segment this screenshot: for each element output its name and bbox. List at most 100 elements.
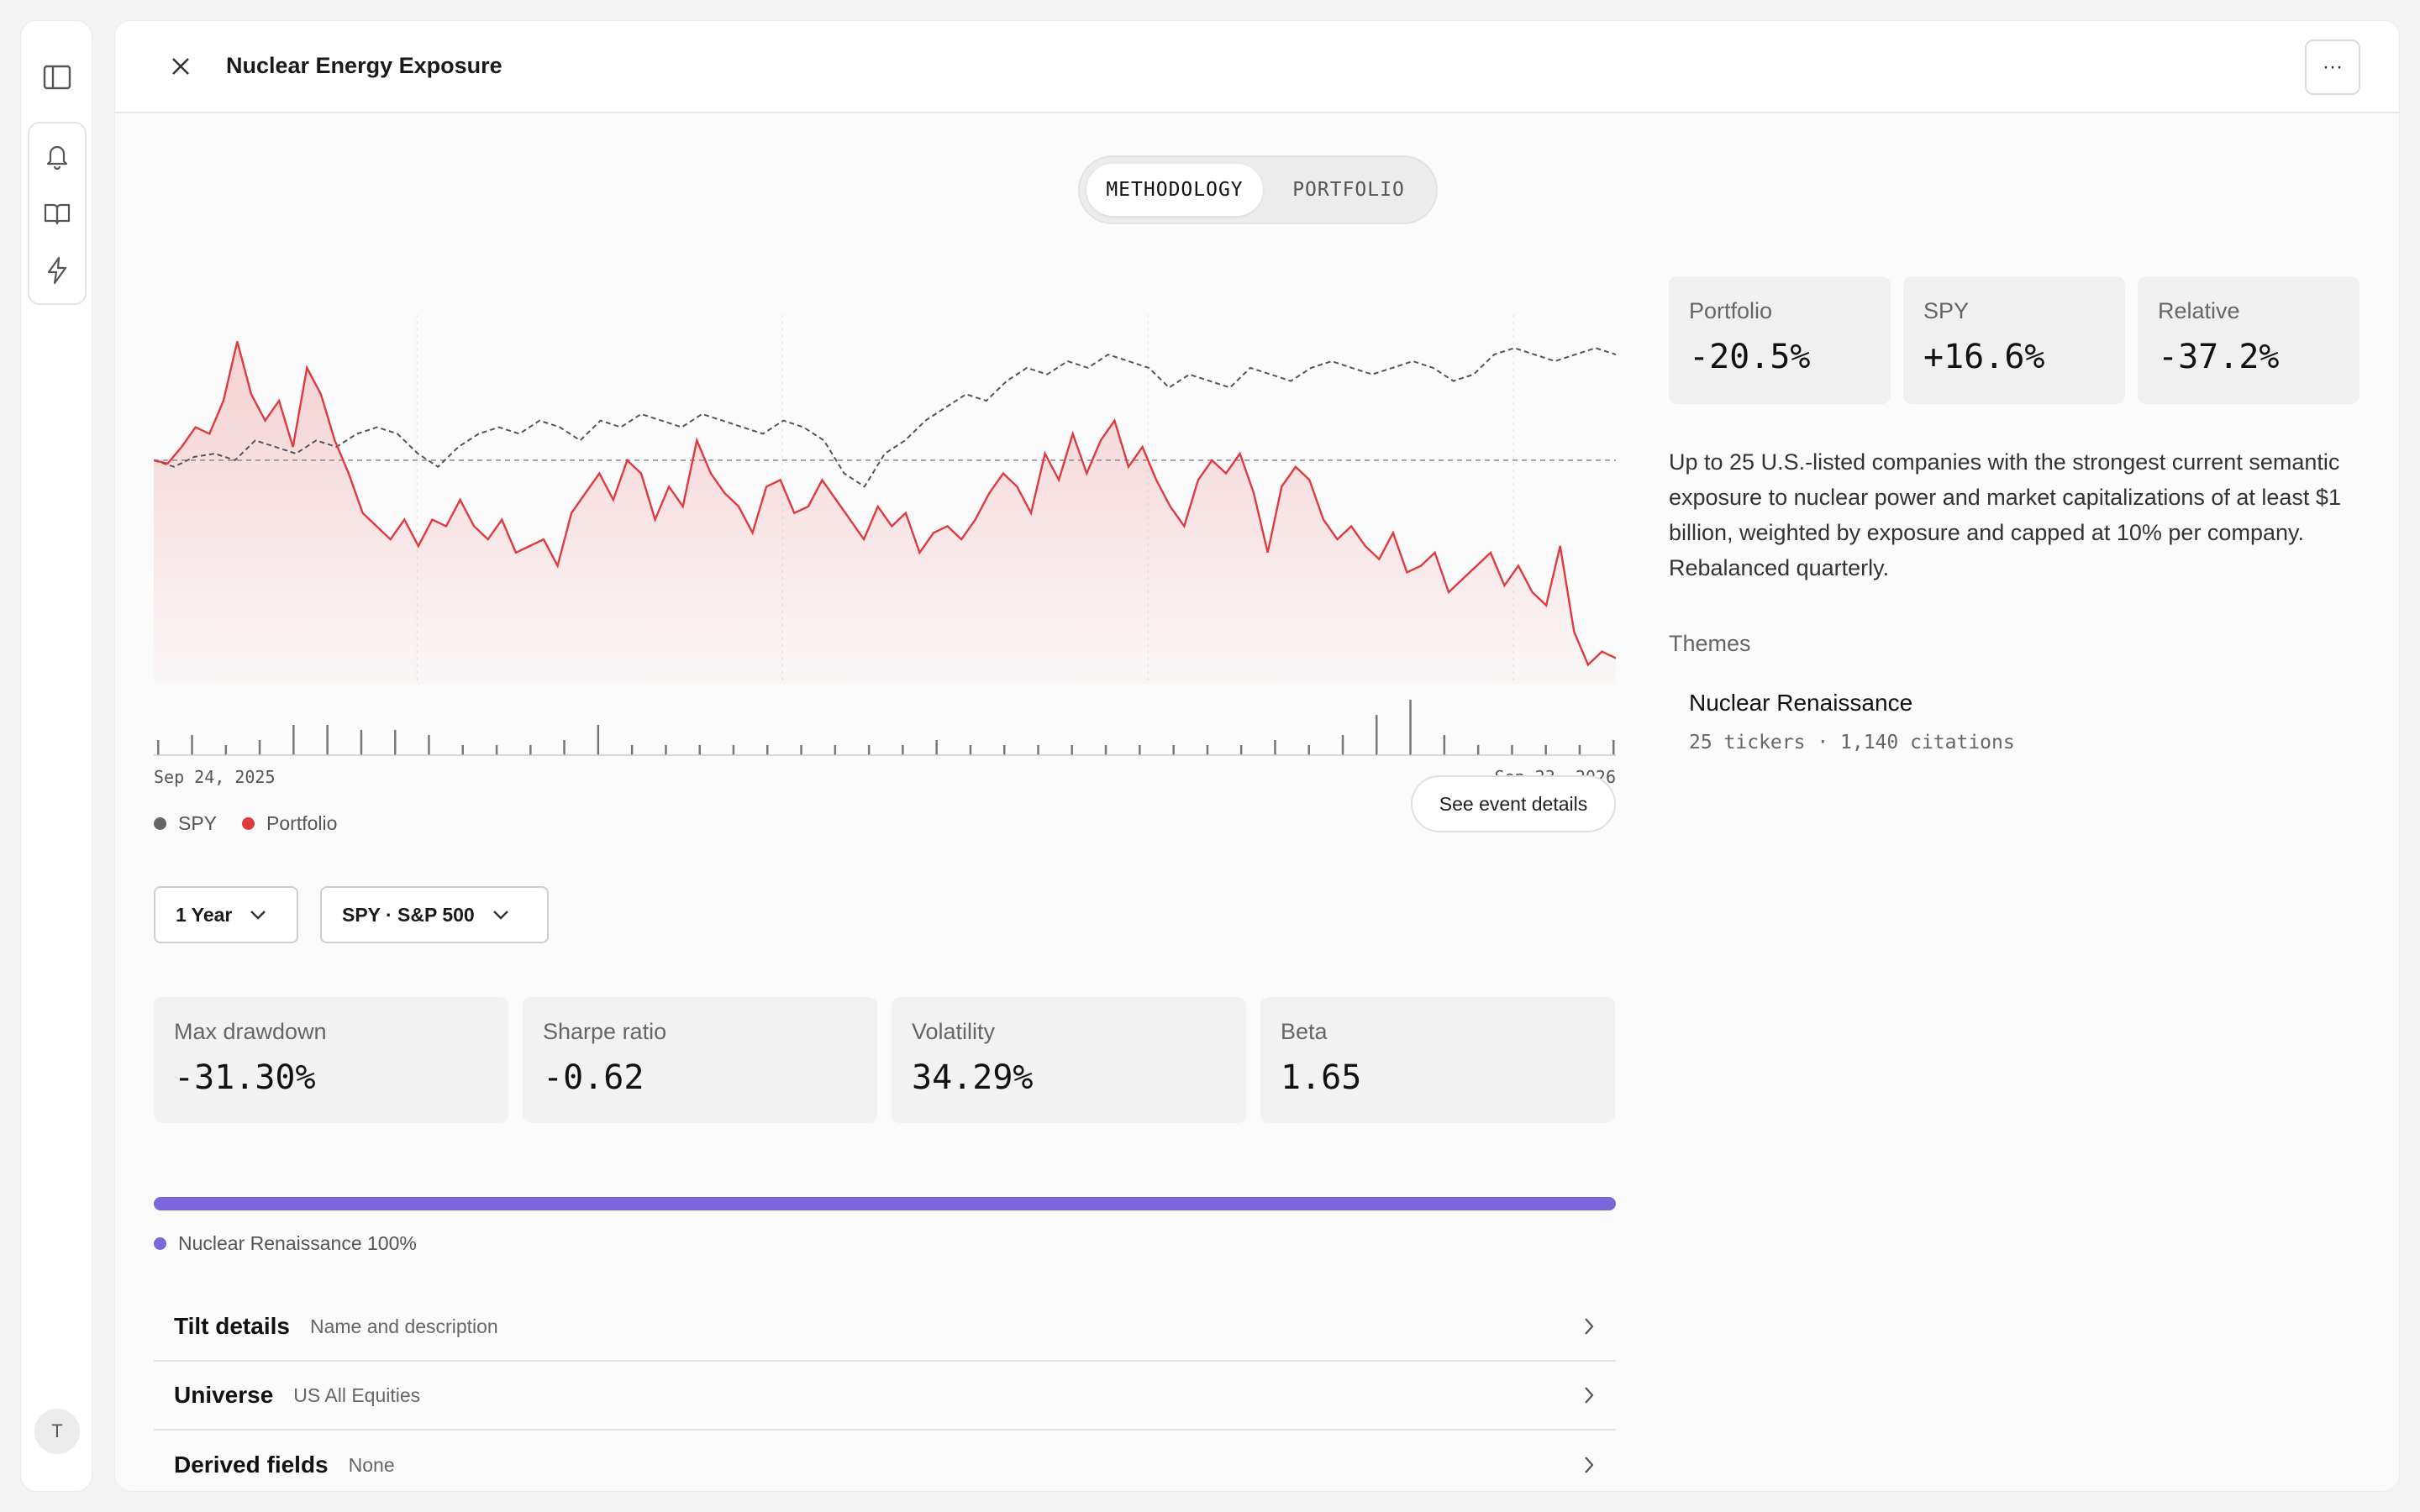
volume-bar: [1104, 745, 1107, 755]
portfolio-area: [154, 341, 1616, 685]
legend-label-spy: SPY: [178, 812, 218, 834]
row-title: Derived fields: [174, 1452, 329, 1478]
chart-legend: SPY Portfolio: [154, 812, 350, 835]
allocation-bar: [154, 1197, 1616, 1210]
volume-bar: [1274, 740, 1276, 755]
chevron-right-icon: [1585, 1457, 1594, 1473]
theme-meta: 25 tickers · 1,140 citations: [1689, 732, 2015, 753]
main-panel: Nuclear Energy Exposure ··· METHODOLOGY …: [114, 20, 2400, 1492]
volume-bar: [224, 745, 228, 755]
panel-header: Nuclear Energy Exposure ···: [115, 21, 2399, 113]
side-rail: T: [20, 20, 92, 1492]
volume-bar: [969, 745, 972, 755]
avatar-initial: T: [51, 1420, 63, 1441]
legend-label-portfolio: Portfolio: [266, 812, 338, 834]
theme-name[interactable]: Nuclear Renaissance: [1689, 690, 1913, 716]
metric-value: -20.5%: [1689, 338, 1811, 376]
volume-bar: [630, 745, 634, 755]
volume-bar: [495, 745, 498, 755]
volume-bar: [1003, 745, 1006, 755]
row-title: Tilt details: [174, 1313, 290, 1339]
row-universe[interactable]: Universe US All Equities: [154, 1362, 1616, 1431]
book-icon[interactable]: [39, 196, 75, 231]
user-avatar[interactable]: T: [34, 1409, 80, 1454]
stat-label: Max drawdown: [174, 1019, 327, 1044]
methodology-description: Up to 25 U.S.-listed companies with the …: [1669, 449, 2341, 580]
stat-card-beta: Beta 1.65: [1260, 997, 1615, 1123]
legend-item-spy[interactable]: SPY: [154, 812, 217, 835]
row-tilt-details[interactable]: Tilt details Name and description: [154, 1293, 1616, 1362]
legend-dot-spy: [154, 817, 166, 830]
x-tick-start: Sep 24, 2025: [154, 767, 276, 787]
volume-bar: [1409, 700, 1412, 755]
volume-bar: [191, 735, 193, 755]
volume-bar: [834, 745, 837, 755]
stat-label: Beta: [1281, 1019, 1328, 1044]
volume-bar: [563, 740, 566, 755]
row-derived-fields[interactable]: Derived fields None: [154, 1431, 1616, 1491]
stat-value: -0.62: [543, 1058, 644, 1097]
allocation-legend: Nuclear Renaissance 100%: [154, 1232, 417, 1255]
volume-bar: [766, 745, 769, 755]
volume-bar: [1511, 745, 1513, 755]
sidebar-toggle-icon[interactable]: [39, 60, 75, 95]
volume-bar: [428, 735, 430, 755]
view-tabs: METHODOLOGY PORTFOLIO: [1078, 155, 1438, 224]
volume-bar: [1443, 735, 1446, 755]
volume-bar: [394, 730, 397, 755]
stat-value: 1.65: [1281, 1058, 1362, 1097]
volume-bars: [157, 700, 1615, 755]
close-icon: [172, 58, 189, 75]
chevron-right-icon: [1585, 1318, 1594, 1335]
allocation-dot: [154, 1237, 166, 1250]
legend-dot-portfolio: [242, 817, 255, 830]
lightning-icon[interactable]: [39, 253, 75, 288]
chevron-right-icon: [1585, 1387, 1594, 1404]
period-select[interactable]: 1 Year: [154, 886, 298, 943]
more-options-button[interactable]: ···: [2305, 39, 2360, 95]
volume-bar: [292, 725, 295, 755]
stat-value: 34.29%: [912, 1058, 1034, 1097]
volume-bar: [732, 745, 735, 755]
metric-label: Portfolio: [1689, 298, 1773, 323]
metric-card-portfolio: Portfolio -20.5%: [1669, 276, 1891, 404]
tab-portfolio[interactable]: PORTFOLIO: [1292, 179, 1405, 201]
volume-bar: [1172, 745, 1175, 755]
volume-bar: [360, 730, 363, 755]
performance-chart: Sep 24, 2025 Sep 23, 2026: [153, 298, 1617, 787]
metric-card-relative: Relative -37.2%: [2138, 276, 2360, 404]
volume-bar: [1476, 745, 1480, 755]
period-select-value: 1 Year: [176, 903, 233, 926]
metric-label: Relative: [2158, 298, 2240, 323]
volume-bar: [698, 745, 701, 755]
tab-methodology[interactable]: METHODOLOGY: [1086, 164, 1263, 216]
volume-bar: [1612, 740, 1615, 755]
benchmark-select-value: SPY · S&P 500: [342, 903, 475, 926]
volume-bar: [1578, 745, 1581, 755]
volume-bar: [461, 745, 464, 755]
volume-bar: [1071, 745, 1073, 755]
legend-item-portfolio[interactable]: Portfolio: [242, 812, 337, 835]
volume-bar: [800, 745, 802, 755]
benchmark-select[interactable]: SPY · S&P 500: [320, 886, 549, 943]
chevron-down-icon: [250, 911, 266, 920]
volume-bar: [1206, 745, 1209, 755]
row-description: US All Equities: [293, 1383, 421, 1406]
volume-bar: [1239, 745, 1243, 755]
bell-icon[interactable]: [39, 139, 75, 174]
stat-value: -31.30%: [174, 1058, 316, 1097]
volume-bar: [935, 740, 938, 755]
close-button[interactable]: [162, 48, 199, 85]
metric-value: +16.6%: [1923, 338, 2045, 376]
volume-bar: [1341, 735, 1344, 755]
volume-bar: [1139, 745, 1141, 755]
volume-bar: [1307, 745, 1310, 755]
see-event-details-button[interactable]: See event details: [1411, 775, 1616, 832]
stat-label: Volatility: [912, 1019, 996, 1044]
themes-heading: Themes: [1669, 631, 1751, 656]
row-description: Name and description: [309, 1315, 498, 1337]
allocation-label: Nuclear Renaissance 100%: [178, 1232, 417, 1254]
metric-value: -37.2%: [2158, 338, 2280, 376]
volume-bar: [1037, 745, 1039, 755]
row-title: Universe: [174, 1382, 274, 1408]
